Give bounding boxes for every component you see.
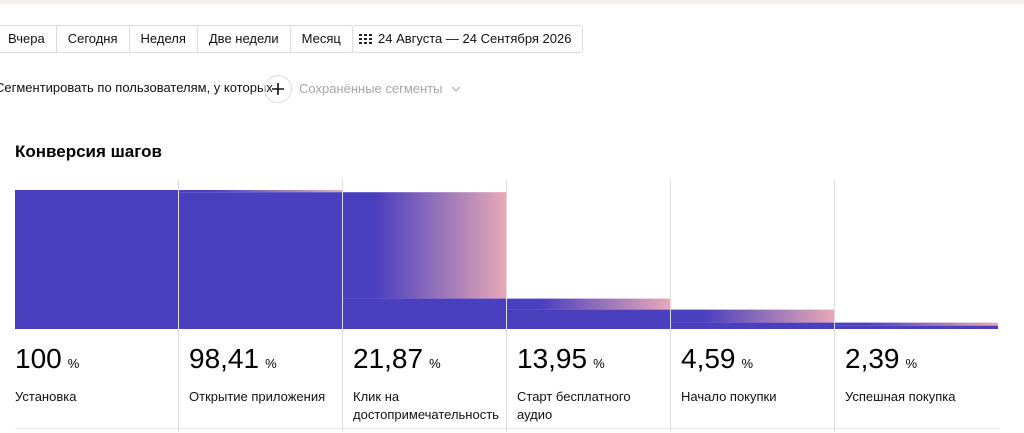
funnel-chart	[15, 180, 998, 432]
funnel-step-stat: 4,59% Начало покупки	[681, 344, 831, 406]
step-value-number: 13,95	[517, 343, 588, 374]
step-label: Клик на достопримечательность	[353, 389, 499, 422]
period-selector: Вчера Сегодня Неделя Две недели Месяц	[0, 25, 353, 53]
step-value-unit: %	[429, 356, 441, 371]
step-value-number: 98,41	[189, 343, 260, 374]
funnel-dropoff	[179, 190, 342, 193]
add-segment-button[interactable]	[264, 75, 292, 103]
bottom-divider	[15, 428, 1000, 429]
chart-title: Конверсия шагов	[15, 142, 162, 161]
step-value-unit: %	[741, 356, 754, 371]
funnel-step-stat: 98,41% Открытие приложения	[189, 344, 339, 406]
step-label: Успешная покупка	[845, 389, 956, 404]
step-label: Открытие приложения	[189, 389, 326, 404]
period-month-button[interactable]: Месяц	[301, 31, 341, 46]
funnel-bar	[179, 192, 342, 329]
funnel-dropoff	[343, 192, 506, 299]
funnel-step-stat: 13,95% Старт бесплатного аудио	[517, 344, 667, 424]
funnel-bar	[507, 309, 670, 329]
period-two-weeks-button[interactable]: Две недели	[198, 26, 291, 52]
step-value-unit: %	[593, 356, 605, 371]
funnel-dropoff	[671, 309, 834, 323]
funnel-step-stat: 21,87% Клик на достопримечательность	[353, 344, 503, 424]
step-value: 100%	[15, 344, 165, 379]
segment-label: Сегментировать по пользователям, у котор…	[0, 80, 273, 95]
step-value: 98,41%	[189, 344, 339, 379]
funnel-dropoff	[507, 298, 670, 310]
date-range-label: 24 Августа — 24 Сентября 2026	[378, 31, 572, 46]
funnel-bar	[671, 322, 834, 329]
step-value-unit: %	[905, 356, 918, 371]
step-value-number: 21,87	[353, 343, 424, 374]
step-value-number: 100	[15, 343, 62, 374]
chevron-down-icon	[451, 86, 460, 92]
funnel-dropoff	[835, 322, 998, 326]
step-value-unit: %	[265, 356, 277, 371]
step-value: 2,39%	[845, 344, 995, 379]
step-value-number: 2,39	[845, 343, 900, 374]
period-today-button[interactable]: Сегодня	[57, 26, 130, 52]
funnel-step-stat: 100% Установка	[15, 344, 165, 406]
period-week-button[interactable]: Неделя	[130, 26, 198, 52]
date-range-button[interactable]: 24 Августа — 24 Сентября 2026	[352, 25, 584, 53]
step-value-number: 4,59	[681, 343, 736, 374]
period-yesterday-button[interactable]: Вчера	[0, 26, 57, 52]
step-label: Установка	[15, 389, 77, 404]
saved-segments-label: Сохранённые сегменты	[299, 81, 443, 96]
funnel-step-stat: 2,39% Успешная покупка	[845, 344, 995, 406]
plus-icon	[272, 83, 284, 95]
funnel-bar	[835, 325, 998, 329]
step-value: 13,95%	[517, 344, 667, 379]
funnel-bar	[15, 190, 178, 329]
calendar-icon	[359, 34, 372, 44]
step-value: 21,87%	[353, 344, 503, 379]
step-label: Начало покупки	[681, 389, 777, 404]
saved-segments-dropdown[interactable]: Сохранённые сегменты	[299, 81, 461, 96]
step-value-unit: %	[67, 356, 80, 371]
step-value: 4,59%	[681, 344, 831, 379]
step-label: Старт бесплатного аудио	[517, 389, 631, 422]
funnel-bar	[343, 298, 506, 329]
top-border	[0, 0, 1024, 4]
